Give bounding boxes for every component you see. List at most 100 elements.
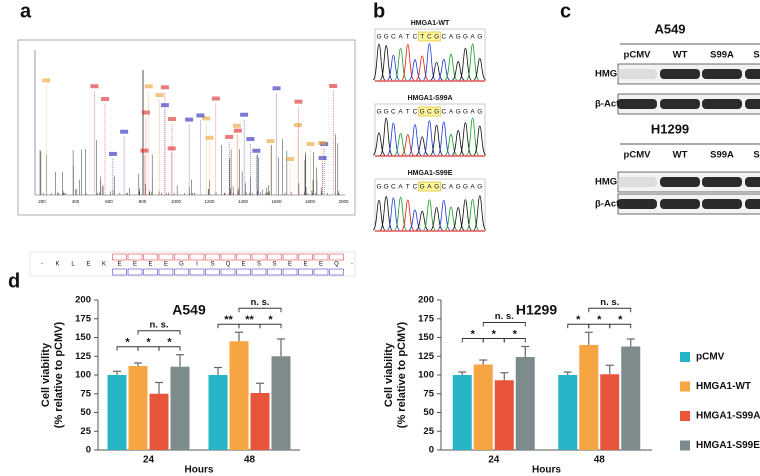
- lane-label: S99A: [710, 150, 734, 161]
- significance-label: *: [492, 328, 497, 340]
- base: G: [434, 34, 439, 41]
- bar: [208, 375, 228, 450]
- ms-fragment: [236, 253, 251, 261]
- base: A: [449, 34, 454, 41]
- ms-ion-label: [272, 86, 281, 91]
- ms-residue: E: [288, 262, 292, 268]
- ms-residue: -: [41, 262, 43, 268]
- ms-ion-label: [202, 116, 211, 121]
- ms-fragment: [329, 268, 344, 276]
- base: G: [456, 34, 461, 41]
- ms-fragment: [174, 253, 189, 261]
- significance-bracket: [238, 307, 282, 313]
- base: G: [477, 34, 482, 41]
- significance-label: *: [146, 337, 151, 349]
- base: C: [413, 34, 418, 41]
- ms-ion-label: [205, 135, 214, 140]
- y-tick-label: 0: [86, 445, 91, 456]
- base: C: [427, 109, 432, 116]
- base: G: [376, 184, 381, 191]
- base: C: [391, 109, 396, 116]
- y-tick-label: 100: [418, 370, 434, 381]
- peak: [401, 44, 415, 81]
- ms-fragment: [205, 268, 220, 276]
- y-tick-label: 175: [418, 313, 435, 324]
- row-label: β-Actin: [595, 99, 628, 110]
- lane-label: WT: [673, 150, 688, 161]
- ms-fragment: [267, 268, 282, 276]
- ms-residue: L: [71, 262, 75, 268]
- ms-ion-label: [160, 85, 169, 90]
- ms-ion-label: [306, 142, 315, 147]
- y-axis-label: (% relative to pCMV): [396, 321, 408, 428]
- y-axis-label: (% relative to pCMV): [53, 321, 65, 428]
- peak: [459, 199, 472, 231]
- ms-residue: I: [196, 262, 198, 268]
- ms-ion-label: [246, 137, 255, 142]
- ms-fragment: [158, 268, 174, 276]
- band: [745, 69, 760, 79]
- chart-title: H1299: [516, 302, 557, 318]
- ms-fragment: [313, 268, 329, 276]
- significance-label: *: [471, 328, 476, 340]
- bar: [107, 375, 127, 450]
- ms-ion-label: [232, 123, 241, 128]
- ms-tick-label: 1600: [271, 199, 282, 204]
- ms-ion-label: [318, 140, 327, 145]
- ms-fragment: [189, 253, 205, 261]
- ms-fragment: [112, 268, 127, 276]
- base: C: [441, 34, 446, 41]
- ms-fragment: [127, 268, 143, 276]
- y-tick-label: 75: [80, 388, 91, 399]
- ms-residue: S: [210, 262, 214, 268]
- bar: [494, 380, 514, 450]
- legend-label: HMGA1-WT: [696, 381, 751, 392]
- significance-bracket: [482, 322, 526, 327]
- bar: [473, 364, 493, 450]
- ms-ion-label: [144, 84, 153, 89]
- base: A: [449, 184, 454, 191]
- lane-label: S99E: [753, 150, 760, 161]
- y-tick-label: 125: [418, 351, 435, 362]
- y-tick-label: 25: [80, 426, 91, 437]
- ms-ion-label: [108, 151, 117, 156]
- ms-residue: E: [241, 262, 245, 268]
- peak: [394, 196, 407, 231]
- peak: [387, 197, 400, 231]
- ms-fragment: [282, 268, 298, 276]
- y-tick-label: 125: [75, 351, 92, 362]
- y-tick-label: 50: [80, 407, 91, 418]
- significance-bracket: [137, 330, 181, 335]
- ms-fragment: [298, 268, 313, 276]
- base: T: [406, 109, 410, 116]
- lane-label: S99A: [710, 50, 734, 61]
- ms-residue: E: [133, 262, 137, 268]
- peak: [408, 124, 422, 156]
- bar: [149, 393, 169, 450]
- peak: [430, 124, 443, 156]
- lane-label: S99E: [753, 50, 760, 61]
- peak: [394, 47, 407, 81]
- band: [745, 99, 760, 109]
- y-tick-label: 200: [75, 295, 91, 306]
- base: G: [384, 184, 389, 191]
- peak: [473, 125, 487, 156]
- significance-bracket: [503, 338, 526, 343]
- ms-fragment: [282, 253, 298, 261]
- peak: [437, 199, 451, 231]
- base: G: [463, 184, 468, 191]
- band: [660, 177, 700, 187]
- significance-label: n. s.: [600, 297, 619, 308]
- ms-residue: E: [148, 262, 152, 268]
- significance-label: *: [268, 314, 273, 326]
- legend-swatch: [680, 352, 690, 362]
- base: G: [376, 109, 381, 116]
- panel-label: d: [8, 270, 20, 292]
- peak: [387, 122, 400, 156]
- base: G: [477, 109, 482, 116]
- ms-fragment: [236, 268, 251, 276]
- peak: [401, 199, 415, 231]
- bar: [515, 357, 535, 450]
- peak: [459, 122, 472, 156]
